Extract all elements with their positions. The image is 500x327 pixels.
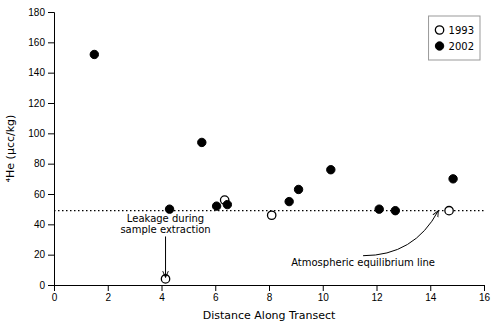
y-tick-label: 140 (28, 67, 45, 78)
x-axis: 0 2 4 6 8 10 12 14 16 (52, 285, 491, 303)
y-tick-label: 80 (34, 158, 46, 169)
chart: 0246810121416020406080100120140160180Lea… (0, 0, 500, 327)
x-tick-mark (430, 285, 431, 291)
x-tick-mark (215, 285, 216, 291)
x-tick: 0 (52, 285, 58, 303)
x-tick-label: 4 (159, 292, 165, 303)
annotation-text: Leakage during (127, 213, 204, 224)
y-tick-mark (48, 255, 54, 256)
point (375, 205, 383, 213)
y-tick-mark (48, 285, 54, 286)
point (90, 50, 98, 58)
legend-label: 1993 (449, 25, 474, 36)
point (165, 205, 173, 213)
plot-area: 0246810121416020406080100120140160180Lea… (28, 7, 490, 303)
legend: 1993 2002 (429, 16, 480, 60)
x-tick: 8 (267, 285, 273, 303)
x-tick-label: 10 (318, 292, 330, 303)
x-tick: 10 (318, 285, 330, 303)
y-tick: 140 (28, 67, 54, 78)
legend-symbol (435, 26, 443, 34)
y-tick-label: 60 (34, 189, 46, 200)
x-tick-mark (162, 285, 163, 291)
point (198, 138, 206, 146)
y-tick-mark (48, 103, 54, 104)
x-tick-label: 0 (52, 292, 58, 303)
legend-item: 2002 (435, 41, 474, 52)
y-tick-label: 120 (28, 98, 45, 109)
y-tick: 60 (34, 189, 54, 200)
x-tick-label: 8 (267, 292, 273, 303)
y-tick-label: 40 (34, 219, 46, 230)
x-tick: 4 (159, 285, 165, 303)
y-axis: 0 20 40 60 80 100 120 140 160 180 (28, 7, 54, 291)
x-tick: 6 (213, 285, 219, 303)
annotation-text: sample extraction (120, 224, 210, 235)
x-tick-label: 6 (213, 292, 219, 303)
y-tick-label: 160 (28, 37, 45, 48)
y-tick-label: 100 (28, 128, 45, 139)
y-tick-mark (48, 73, 54, 74)
point (449, 175, 457, 183)
point (267, 211, 275, 219)
y-tick-mark (48, 164, 54, 165)
y-tick: 160 (28, 37, 54, 48)
annotation-arrow (165, 236, 166, 277)
y-tick: 100 (28, 128, 54, 139)
legend-item: 1993 (435, 25, 474, 36)
y-tick-mark (48, 224, 54, 225)
y-tick-mark (48, 12, 54, 13)
x-tick-mark (377, 285, 378, 291)
x-tick-label: 16 (479, 292, 491, 303)
y-tick: 80 (34, 158, 54, 169)
point (445, 206, 453, 214)
point (294, 185, 302, 193)
x-tick-label: 12 (371, 292, 383, 303)
x-tick-label: 2 (105, 292, 111, 303)
reference-line (54, 210, 484, 211)
point (327, 166, 335, 174)
x-axis-title: Distance Along Transect (203, 309, 336, 322)
y-tick: 120 (28, 98, 54, 109)
marks (54, 50, 484, 283)
x-tick: 16 (479, 285, 491, 303)
y-tick: 180 (28, 7, 54, 18)
y-tick-label: 180 (28, 7, 45, 18)
y-axis-line (48, 13, 55, 286)
legend-box (429, 16, 480, 60)
point (285, 197, 293, 205)
series (161, 196, 453, 283)
y-tick-mark (48, 42, 54, 43)
x-tick: 12 (371, 285, 383, 303)
y-tick-mark (48, 194, 54, 195)
x-axis-line (55, 286, 485, 292)
series (90, 50, 457, 215)
point (212, 202, 220, 210)
y-tick: 20 (34, 249, 54, 260)
x-tick-mark (323, 285, 324, 291)
x-tick-mark (269, 285, 270, 291)
annotation-text: Atmospheric equilibrium line (291, 257, 435, 268)
legend-label: 2002 (449, 41, 474, 52)
point (391, 206, 399, 214)
x-tick-mark (484, 285, 485, 291)
y-tick-label: 20 (34, 249, 46, 260)
y-axis-title: ⁴He (µcc/kg) (4, 115, 17, 183)
point (223, 200, 231, 208)
x-tick: 2 (105, 285, 111, 303)
x-tick: 14 (425, 285, 437, 303)
annotation-arrow (363, 211, 438, 256)
y-tick-label: 0 (39, 280, 45, 291)
legend-symbol (435, 42, 443, 50)
annotations: Leakage duringsample extraction Atmospher… (120, 211, 438, 278)
x-tick-label: 14 (425, 292, 437, 303)
x-tick-mark (108, 285, 109, 291)
y-tick: 40 (34, 219, 54, 230)
y-tick: 0 (39, 280, 54, 291)
y-tick-mark (48, 133, 54, 134)
